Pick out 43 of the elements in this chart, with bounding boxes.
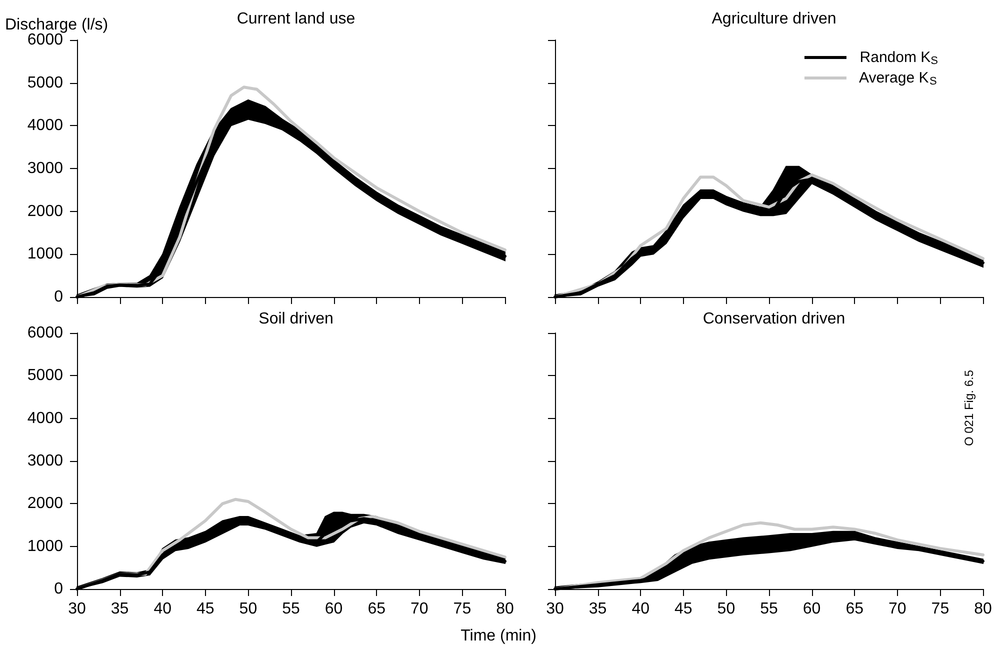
y-tick-label: 6000 (27, 32, 64, 48)
chart-title: Current land use (236, 10, 356, 28)
x-tick-label: 80 (974, 600, 992, 618)
x-tick-label: 70 (410, 600, 428, 618)
x-tick-label: 50 (717, 600, 736, 618)
x-tick-label: 45 (674, 600, 692, 618)
y-tick-label: 3000 (27, 452, 64, 470)
x-tick-label: 50 (239, 600, 258, 618)
y-axis-title: Discharge (l/s) (5, 16, 108, 34)
y-tick-label: 5000 (27, 367, 64, 384)
x-tick-label: 65 (846, 600, 864, 618)
y-tick-label: 5000 (27, 74, 64, 92)
x-tick-label: 65 (368, 600, 386, 618)
x-tick-label: 30 (68, 600, 86, 618)
x-tick-label: 35 (588, 600, 607, 618)
chart-title: Conservation driven (702, 310, 846, 328)
x-tick-label: 70 (888, 600, 906, 618)
y-tick-label: 2000 (27, 202, 64, 220)
x-tick-label: 55 (282, 600, 300, 618)
chart-title: Soil driven (258, 310, 334, 328)
x-tick-label: 30 (546, 600, 564, 618)
y-tick-label: 1000 (27, 538, 64, 555)
x-tick-label: 55 (760, 600, 778, 618)
x-tick-label: 40 (154, 600, 172, 618)
annotation: O 021 Fig. 6.5 (962, 370, 976, 446)
y-tick-label: 3000 (27, 160, 64, 177)
y-tick-label: 2000 (27, 495, 64, 512)
x-tick-label: 75 (453, 600, 472, 618)
x-axis-title: Time (min) (460, 628, 536, 644)
x-tick-label: 45 (196, 600, 214, 618)
y-tick-label: 4000 (27, 117, 64, 134)
y-tick-label: 6000 (27, 324, 64, 342)
x-tick-label: 80 (496, 600, 514, 618)
y-tick-label: 0 (54, 580, 64, 598)
y-tick-label: 4000 (27, 410, 64, 427)
chart-title: Agriculture driven (712, 10, 836, 28)
x-tick-label: 60 (802, 600, 821, 618)
x-tick-label: 40 (632, 600, 650, 618)
x-tick-label: 75 (931, 600, 950, 618)
x-tick-label: 60 (324, 600, 343, 618)
y-tick-label: 1000 (27, 246, 64, 263)
y-tick-label: 0 (54, 288, 64, 306)
x-tick-label: 35 (110, 600, 129, 618)
